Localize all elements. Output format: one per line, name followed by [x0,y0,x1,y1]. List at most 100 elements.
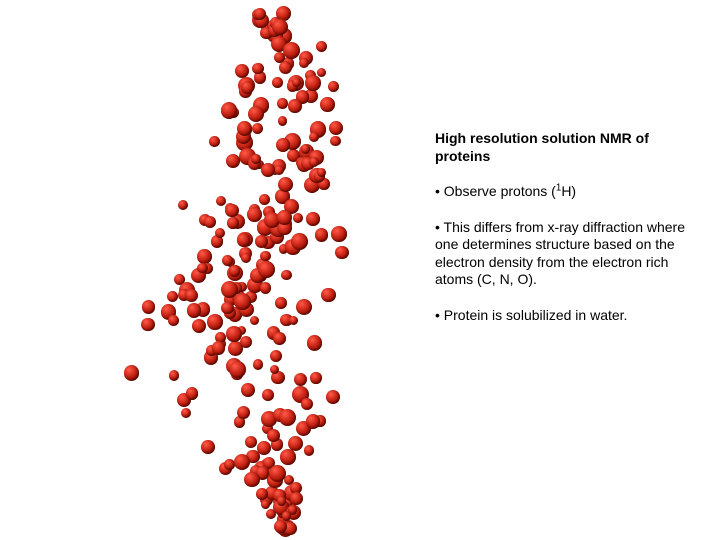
atom-sphere [244,472,260,488]
atom-sphere [248,106,264,122]
atom-sphere [267,429,280,442]
bullet-1-text-b: H) [561,183,576,199]
atom-sphere [296,299,312,315]
atom-sphere [288,99,301,112]
atom-sphere [234,454,250,470]
atom-sphere [276,138,290,152]
atom-sphere [274,165,284,175]
atom-sphere [281,270,292,281]
bullet-dot: • [435,307,444,323]
slide-text-column: High resolution solution NMR of proteins… [435,130,705,342]
atom-sphere [293,213,303,223]
atom-sphere [240,336,252,348]
bullet-1: • Observe protons (1H) [435,183,705,201]
atom-sphere [335,246,348,259]
atom-sphere [270,350,282,362]
atom-sphere [292,78,301,87]
atom-sphere [259,194,270,205]
atom-sphere [251,154,260,163]
atom-sphere [207,314,223,330]
atom-sphere [273,332,286,345]
slide-title: High resolution solution NMR of proteins [435,130,705,165]
atom-sphere [278,177,293,192]
atom-sphere [204,216,216,228]
atom-sphere [258,261,275,278]
atom-sphere [283,42,300,59]
atom-sphere [316,41,327,52]
molecule-render [125,10,405,530]
atom-sphere [186,387,199,400]
bullet-dot: • [435,219,444,235]
atom-sphere [241,383,255,397]
atom-sphere [234,293,251,310]
atom-sphere [215,228,225,238]
bullet-2: • This differs from x-ray diffraction wh… [435,219,705,289]
atom-sphere [229,361,246,378]
atom-sphere [226,326,241,341]
atom-sphere [306,212,319,225]
atom-sphere [141,318,155,332]
atom-sphere [261,500,270,509]
atom-sphere [305,75,321,91]
atom-sphere [178,200,188,210]
atom-sphere [315,228,328,241]
atom-sphere [330,136,341,147]
bullet-2-text: This differs from x-ray diffraction wher… [435,219,685,288]
atom-sphere [201,440,215,454]
atom-sphere [247,207,262,222]
atom-sphere [290,492,303,505]
atom-sphere [256,488,268,500]
atom-sphere [326,390,340,404]
atom-sphere [277,496,287,506]
atom-sphere [279,61,292,74]
atom-sphere [237,121,252,136]
atom-sphere [245,436,257,448]
atom-sphere [299,58,309,68]
atom-sphere [167,291,178,302]
atom-sphere [168,315,179,326]
atom-sphere [221,302,234,315]
atom-sphere [185,289,198,302]
atom-sphere [262,389,274,401]
atom-sphere [252,123,263,134]
atom-sphere [304,445,315,456]
atom-sphere [310,372,321,383]
atom-sphere [252,63,264,75]
atom-sphere [291,233,308,250]
atom-sphere [277,210,292,225]
atom-sphere [282,511,292,521]
atom-sphere [317,168,326,177]
atom-sphere [260,282,272,294]
atom-sphere [317,68,327,78]
atom-sphere [212,341,226,355]
atom-sphere [229,265,241,277]
atom-sphere [257,441,271,455]
atom-sphere [237,233,250,246]
atom-sphere [275,297,287,309]
bullet-1-text-a: Observe protons ( [444,183,556,199]
atom-sphere [241,81,254,94]
atom-sphere [272,77,283,88]
atom-sphere [250,316,259,325]
atom-sphere [197,263,208,274]
atom-sphere [289,316,298,325]
atom-sphere [225,204,239,218]
atom-sphere [237,406,251,420]
bullet-dot: • [435,183,444,199]
atom-sphere [320,97,335,112]
atom-sphere [329,121,343,135]
atom-sphere [328,81,340,93]
atom-sphere [254,8,266,20]
atom-sphere [226,154,240,168]
atom-sphere [261,163,275,177]
atom-sphere [294,373,307,386]
atom-sphere [280,449,296,465]
atom-sphere [142,300,156,314]
atom-sphere [224,459,234,469]
atom-sphere [279,409,296,426]
bullet-3: • Protein is solubilized in water. [435,307,705,325]
atom-sphere [307,335,322,350]
atom-sphere [124,365,140,381]
atom-sphere [269,465,286,482]
atom-sphere [227,217,238,228]
